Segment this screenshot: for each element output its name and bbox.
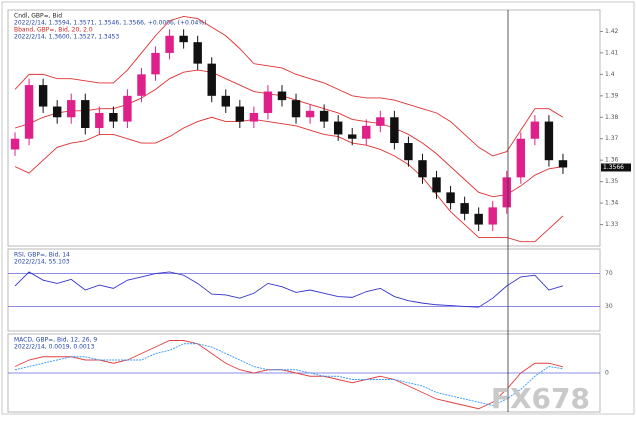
- y-tick-label: 1.36: [605, 157, 619, 164]
- candle-body: [235, 106, 245, 122]
- candle-body: [24, 85, 34, 139]
- candle-body: [38, 85, 48, 107]
- candle-body: [558, 160, 568, 168]
- candle-body: [474, 213, 483, 225]
- candle-body: [291, 100, 301, 118]
- legend-text: MACD, GBP=, Bid, 12, 26, 9: [14, 337, 97, 344]
- candle-body: [165, 35, 174, 53]
- panel-frame: [7, 248, 601, 332]
- candle-body: [544, 121, 554, 161]
- y-tick-label: 30: [605, 303, 613, 310]
- candle-body: [432, 177, 441, 193]
- candle-body: [418, 160, 427, 178]
- y-tick-label: 1.37: [605, 135, 619, 142]
- candle-body: [123, 95, 132, 122]
- legend-text: 2022/2/14, 1.3594, 1.3571, 1.3546, 1.356…: [14, 20, 206, 27]
- candle-body: [376, 117, 385, 126]
- y-tick-label: 1.42: [605, 28, 619, 35]
- candle-body: [151, 52, 160, 75]
- candle-body: [137, 74, 146, 96]
- watermark: FX678: [491, 382, 590, 415]
- price-tag-label: 1.3566: [603, 164, 624, 171]
- legend-text: Bband, GBP=, Bid, 20, 2.0: [14, 27, 93, 34]
- series-line: [14, 69, 564, 198]
- series-line: [14, 343, 564, 406]
- candle-body: [488, 207, 497, 225]
- candle-body: [277, 91, 287, 101]
- candle-body: [179, 35, 188, 43]
- candle-body: [390, 117, 399, 144]
- candle-body: [516, 138, 526, 178]
- candle-body: [109, 112, 118, 122]
- candle-body: [207, 63, 216, 96]
- y-tick-label: 1.34: [605, 200, 619, 207]
- price-tag: [601, 163, 631, 172]
- candle-body: [348, 134, 357, 139]
- y-tick-label: 1.39: [605, 92, 619, 99]
- candle-body: [249, 112, 259, 122]
- candle-body: [362, 125, 371, 139]
- legend-text: 2022/2/14, 55.103: [14, 259, 70, 266]
- y-tick-label: 1.38: [605, 114, 619, 121]
- y-tick-label: 1.35: [605, 178, 619, 185]
- candle-body: [333, 121, 343, 135]
- series-line: [14, 116, 564, 243]
- y-tick-label: 0: [605, 370, 609, 377]
- series-line: [14, 340, 564, 410]
- candle-body: [67, 100, 76, 118]
- candle-body: [221, 95, 230, 107]
- series-line: [14, 271, 564, 308]
- candle-body: [95, 112, 104, 128]
- candle-body: [502, 177, 511, 208]
- candle-body: [193, 42, 202, 64]
- candle-body: [319, 110, 329, 122]
- candle-body: [52, 106, 62, 118]
- candle-body: [81, 100, 90, 128]
- candle-body: [460, 203, 469, 214]
- y-tick-label: 1.33: [605, 221, 619, 228]
- candle-body: [530, 121, 540, 139]
- y-tick-label: 1.4: [605, 71, 615, 78]
- legend-text: 2022/2/14, 1.3600, 1.3527, 1.3453: [14, 34, 119, 41]
- legend-text: Cndl, GBP=, Bid: [14, 13, 62, 20]
- candle-body: [10, 138, 20, 150]
- y-tick-label: 70: [605, 270, 613, 277]
- candle-body: [305, 110, 315, 118]
- candle-body: [446, 192, 455, 204]
- candle-body: [263, 91, 273, 113]
- candle-body: [404, 143, 413, 161]
- y-tick-label: 1.41: [605, 49, 619, 56]
- series-line: [14, 15, 564, 157]
- legend-text: 2022/2/14, 0.0019, 0.0013: [14, 344, 95, 351]
- legend-text: RSI, GBP=, Bid, 14: [14, 252, 70, 259]
